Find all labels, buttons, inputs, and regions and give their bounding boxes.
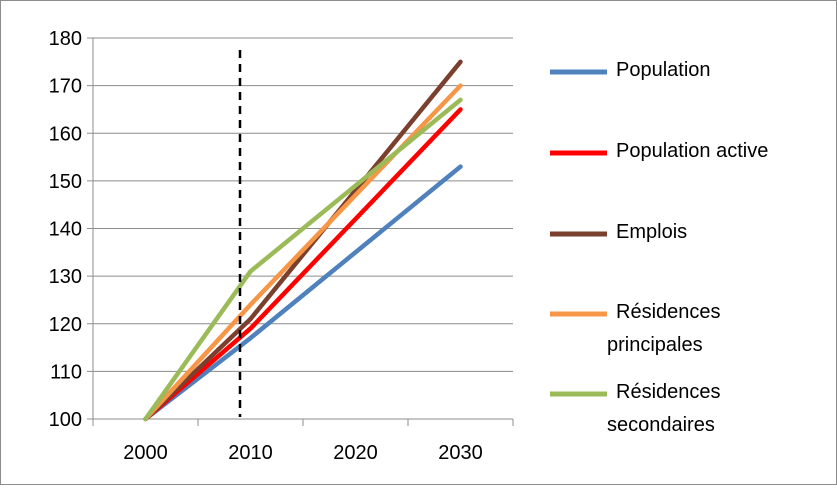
- series-line-5: [143, 97, 463, 422]
- x-tick-label: 2020: [333, 442, 378, 464]
- y-tick-label: 120: [49, 314, 82, 336]
- legend-label-5: Résidences: [616, 381, 721, 403]
- y-tick-label: 140: [49, 219, 82, 241]
- series-line-3: [143, 59, 463, 422]
- y-tick-label: 180: [49, 28, 82, 50]
- y-tick-label: 110: [50, 361, 82, 383]
- y-tick-label: 100: [49, 409, 82, 431]
- legend-label-5: secondaires: [607, 414, 715, 436]
- series-lines: [143, 59, 463, 422]
- legend-label-4: Résidences: [616, 301, 721, 323]
- y-tick-label: 150: [49, 171, 82, 193]
- axes: 100 110 120 130 140 150 160 170 180 2000 2010 2020 2…: [49, 28, 514, 464]
- legend-label-4: principales: [607, 334, 703, 356]
- series-line-2: [143, 107, 463, 422]
- legend: Population Population active Emplois Réside…: [550, 59, 768, 436]
- legend-label-2: Population active: [616, 140, 768, 162]
- y-tick-label: 130: [49, 266, 82, 288]
- x-tick-label: 2000: [123, 442, 168, 464]
- x-tick-label: 2030: [438, 442, 483, 464]
- y-tick-label: 160: [49, 123, 82, 145]
- y-tick-label: 170: [49, 76, 82, 98]
- x-tick-label: 2010: [228, 442, 273, 464]
- legend-label-3: Emplois: [616, 221, 687, 243]
- series-line-1: [143, 164, 463, 422]
- legend-label-1: Population: [616, 59, 711, 81]
